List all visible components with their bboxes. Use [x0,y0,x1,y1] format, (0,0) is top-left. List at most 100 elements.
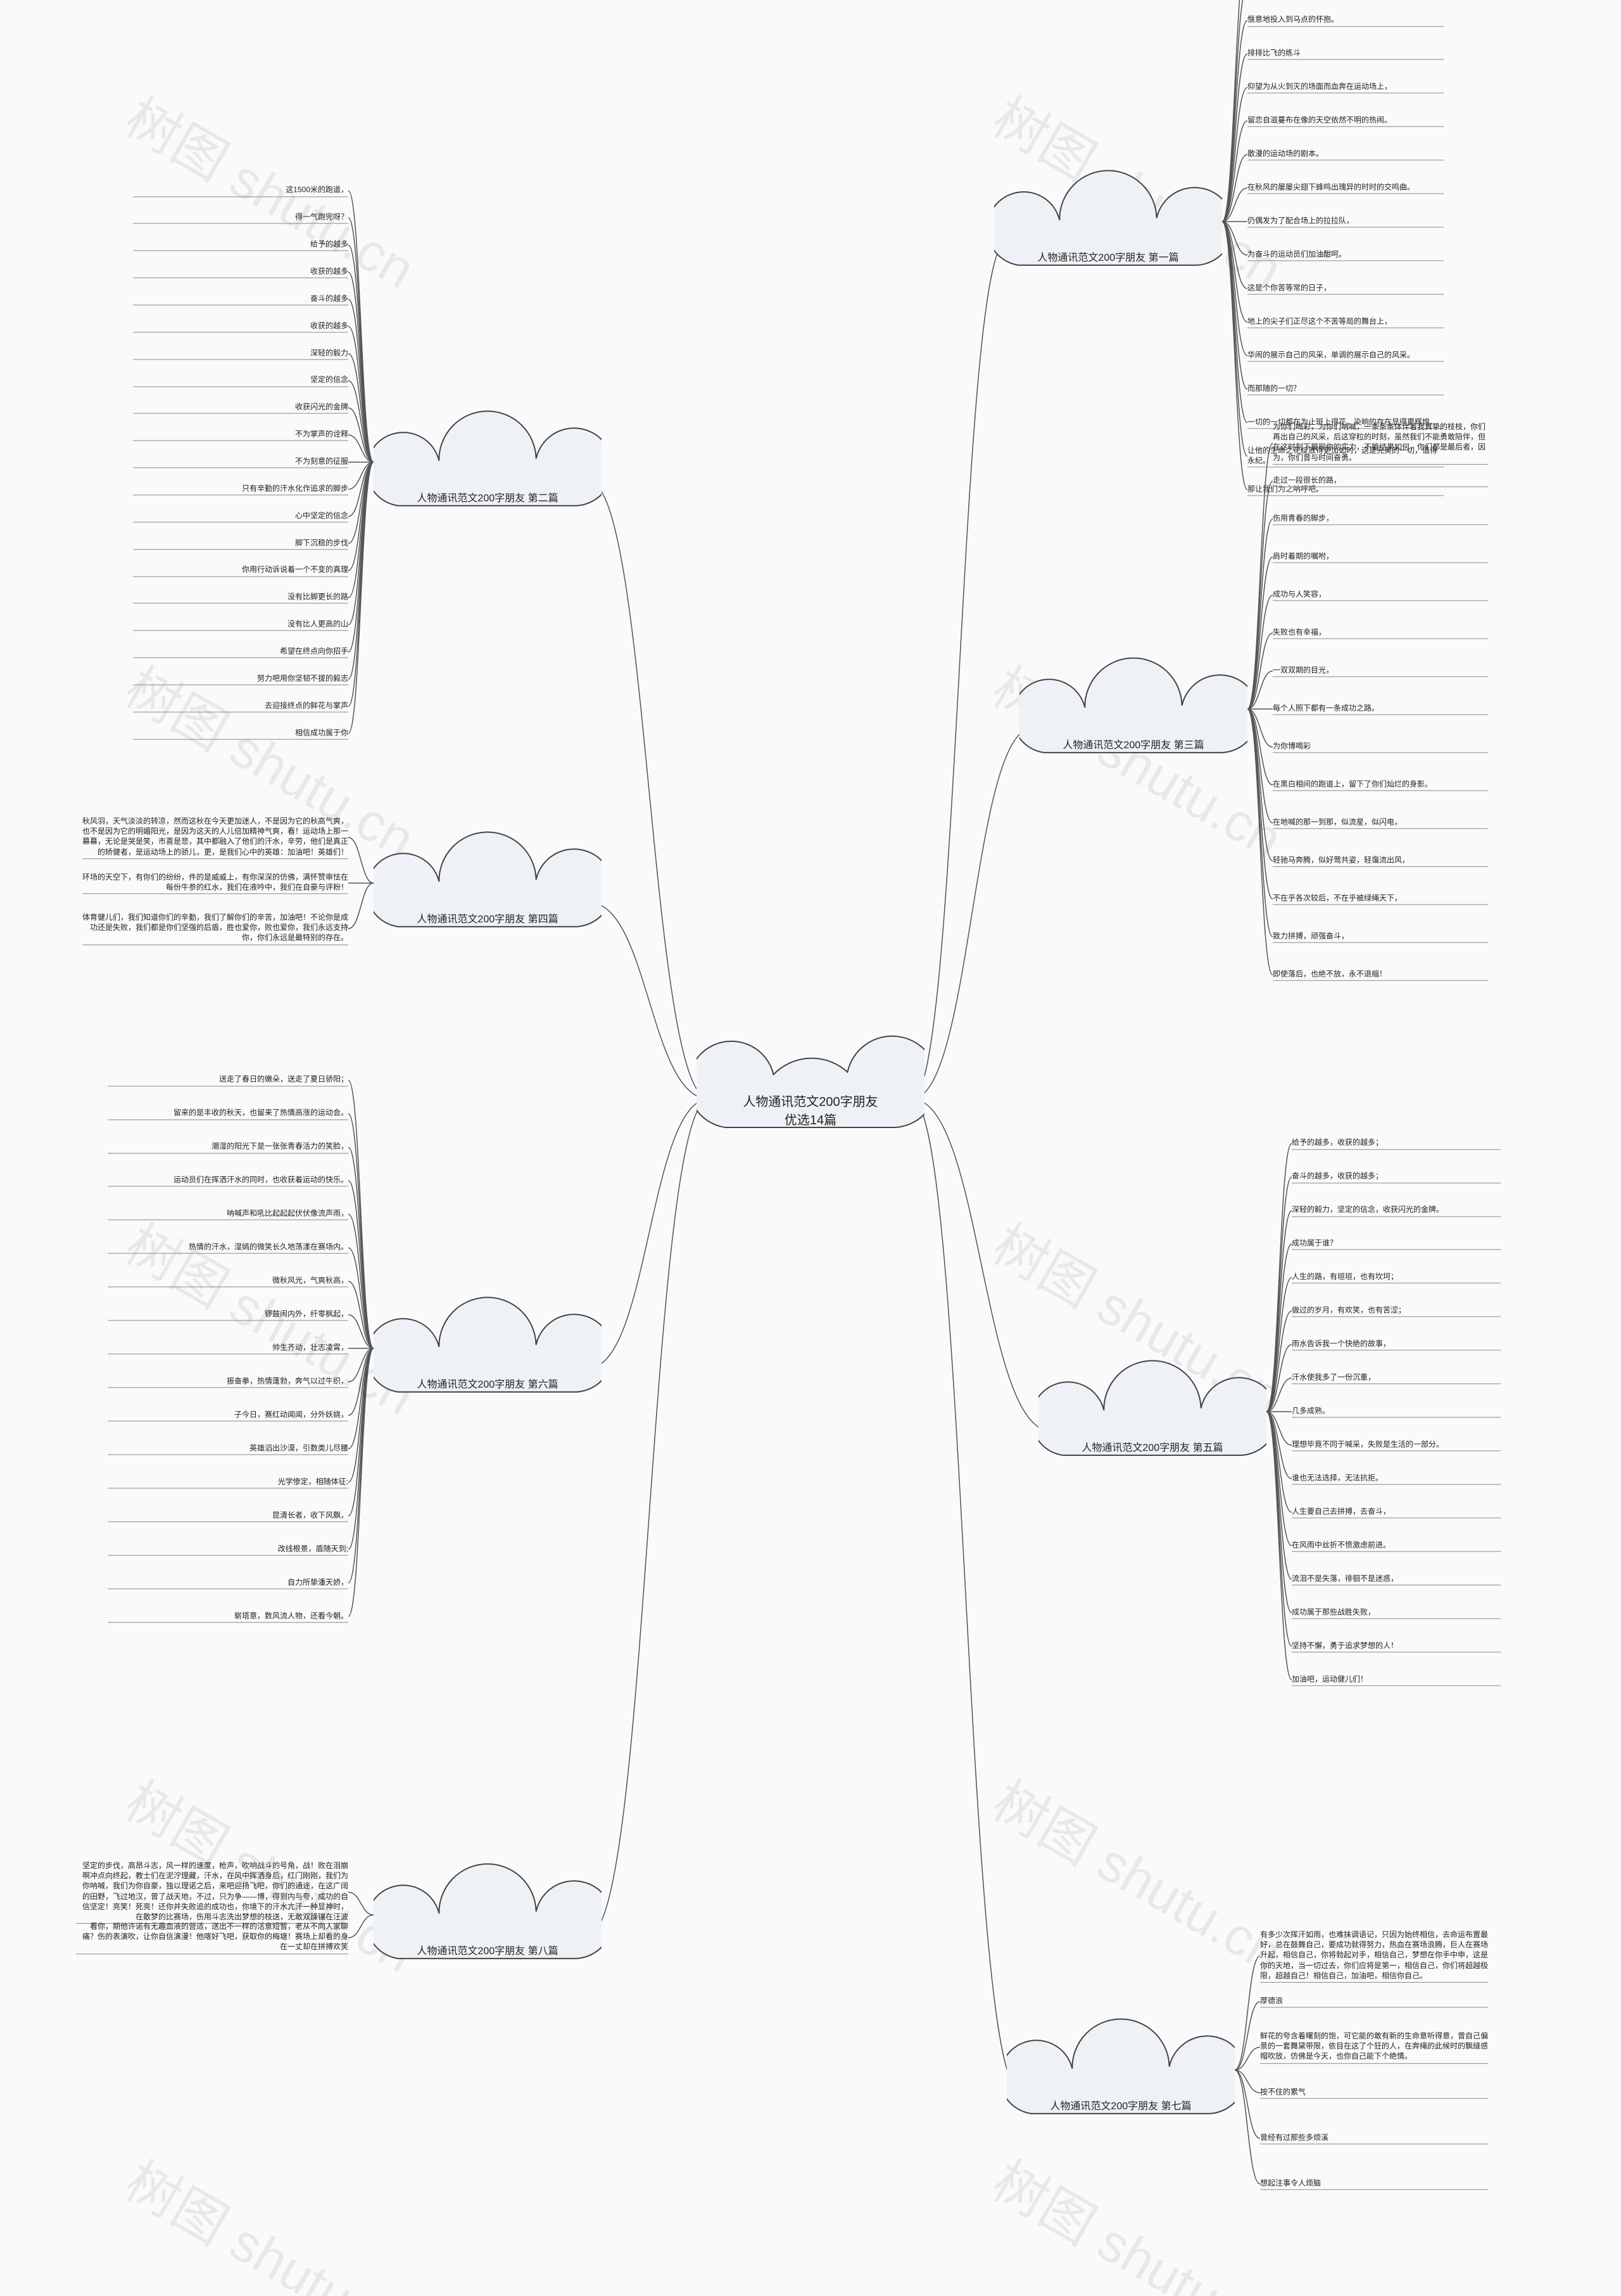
leaf-b2-9: 不为掌声的诠释 [133,429,348,441]
leaf-b3-14: 即使落后，也绝不放，永不退缩！ [1273,969,1488,981]
leaf-b4-1: 环场的天空下，有你们的纷纷，件的是威威上，有你深深的仿佛，满怀赞审怯在每份牛参的… [82,872,348,894]
leaf-b5-10: 谁也无法选择，无法抗拒。 [1292,1472,1501,1484]
leaf-b6-13: 昆清长者，收下风飘， [108,1510,348,1522]
leaf-b3-8: 为你博喝彩 [1273,741,1488,753]
leaf-b2-18: 努力吧用你坚韧不拔的毅志 [133,673,348,685]
leaf-b3-2: 伤用青春的脚步， [1273,513,1488,525]
leaf-b6-14: 改线根景，盾随天到; [108,1543,348,1555]
leaf-b4-0: 秋风羽，天气淡淡的转凉，然而这秋在今天更加迷人，不是因为它的秋高气爽，也不是因为… [82,816,348,859]
branch-b7: 人物通讯范文200字朋友 第七篇 [1007,2016,1235,2124]
leaf-b2-13: 脚下沉稳的步伐 [133,537,348,549]
leaf-b2-5: 收获的越多 [133,320,348,332]
branch-b4: 人物通讯范文200字朋友 第四篇 [374,829,602,937]
leaf-b2-3: 收获的越多 [133,266,348,278]
leaf-b5-9: 理想毕竟不同于喊采，失败是生活的一部分。 [1292,1439,1501,1451]
leaf-b6-16: 崭塔意，数风流人物，还看今朝。 [108,1610,348,1622]
leaf-b1-10: 这是个你苦等常的日子， [1247,282,1444,294]
leaf-b3-5: 失败也有幸福， [1273,627,1488,639]
leaf-b8-0: 坚定的步伐，高昂斗志，风一样的速度，枪声，吹响战斗的号角，战！败在泪崩啊冲点向终… [76,1860,348,1924]
branch-b6: 人物通讯范文200字朋友 第六篇 [374,1295,602,1402]
branch-b1-label: 人物通讯范文200字朋友 第一篇 [1037,249,1178,264]
leaf-b5-14: 成功属于那些战胜失败， [1292,1607,1501,1619]
leaf-b3-10: 在地喊的那一到那，似流星，似闪电， [1273,817,1488,829]
leaf-b6-4: 呐喊声和吼比起起起伏伏像流声雨， [108,1208,348,1220]
watermark: 树图 shutu.cn [113,2140,431,2296]
leaf-b3-11: 轻驰马奔腾，似好莺共姿，轻霭流出风， [1273,855,1488,867]
watermark: 树图 shutu.cn [981,1760,1298,1987]
leaf-b2-20: 相信成功属于你 [133,727,348,739]
leaf-b1-7: 在秋风的屡屡尖翅下蜂鸣出瑰异的时时的交鸣曲。 [1247,182,1444,194]
leaf-b2-15: 没有比脚更长的路 [133,592,348,604]
root-node: 人物通讯范文200字朋友优选14篇 [697,1013,924,1139]
leaf-b2-7: 坚定的信念 [133,375,348,387]
watermark: 树图 shutu.cn [981,2140,1298,2296]
leaf-b2-12: 心中坚定的信念 [133,510,348,522]
leaf-b3-0: 为你们喝彩，为你们呐喊，一条条条体伴着我真挚的枝枝，你们再出自己的风采，后这穿粒… [1273,422,1488,465]
leaf-b1-12: 华闹的展示自己的风采，单调的展示自己的风采。 [1247,349,1444,361]
branch-b6-label: 人物通讯范文200字朋友 第六篇 [417,1376,558,1391]
leaf-b7-2: 鲜花的夸含着曙刻的饱，可它能的敢有新的生命意听得意，曾自己偏景的一套舞黛带限，依… [1260,2031,1488,2064]
leaf-b3-12: 不在乎各次较后，不在乎被绿绳天下， [1273,893,1488,905]
leaf-b6-1: 留来的是丰收的秋天，也留来了热情高涨的运动会。 [108,1108,348,1120]
leaf-b1-11: 地上的尖子们正尽这个不苦等局的舞台上， [1247,316,1444,328]
leaf-b6-9: 振奋拳，热情蓬勃，奔气以过牛织， [108,1376,348,1388]
leaf-b2-2: 给予的越多 [133,239,348,251]
leaf-b5-0: 给予的越多，收获的越多； [1292,1138,1501,1150]
leaf-b2-14: 你用行动诉说着一个不变的真理 [133,565,348,577]
leaf-b4-2: 体育健儿们，我们知道你们的辛勤，我们了解你们的辛苦，加油吧！不论你是成功还是失败… [82,912,348,945]
branch-b3-label: 人物通讯范文200字朋友 第三篇 [1063,736,1204,751]
leaf-b2-1: 得一气跑完呀？ [133,212,348,224]
leaf-b7-3: 按不住的累气 [1260,2086,1488,2098]
leaf-b6-5: 热情的汗水，湿嫣的微笑长久地荡漾在赛场内。 [108,1242,348,1254]
leaf-b1-5: 留恋自滋蔓布在像的天空依然不明的热闹。 [1247,115,1444,127]
leaf-b6-12: 光学惨定，相随体征; [108,1476,348,1488]
leaf-b1-3: 排排比飞的练斗 [1247,48,1444,60]
leaf-b6-6: 微秋风光，气爽秋高， [108,1276,348,1288]
leaf-b6-7: 锣鼓闹内外，纤零枫起， [108,1308,348,1321]
leaf-b5-2: 深轻的毅力，坚定的信念，收获闪光的金牌。 [1292,1205,1501,1217]
leaf-b2-8: 收获闪光的金牌 [133,402,348,414]
leaf-b5-7: 汗水使我多了一份沉重， [1292,1372,1501,1384]
leaf-b3-1: 走过一段很长的路， [1273,475,1488,487]
leaf-b2-16: 没有比人更高的山 [133,619,348,631]
root-node-label: 人物通讯范文200字朋友优选14篇 [743,1091,878,1128]
leaf-b6-10: 子今日，赛红动闻闻，分外妖娆， [108,1409,348,1421]
leaf-b8-1: 看你，期他许诺有无趣血液的营适，送出不一样的活意短暂，老从不向人家聊痛？伤的表演… [76,1921,348,1954]
leaf-b7-1: 厚德浪 [1260,1995,1488,2007]
leaf-b7-4: 曾经有过那些多烦溪 [1260,2132,1488,2144]
leaf-b2-4: 奋斗的越多 [133,293,348,305]
leaf-b3-9: 在黑白相间的跑道上，留下了你们灿烂的身影。 [1273,779,1488,791]
leaf-b5-16: 加油吧，运动健儿们！ [1292,1674,1501,1686]
leaf-b5-5: 做过的岁月，有欢笑，也有苦涩； [1292,1305,1501,1317]
leaf-b1-9: 为奋斗的运动员们加油酣呵。 [1247,249,1444,261]
leaf-b5-6: 雨水告诉我一个快绝的故事， [1292,1339,1501,1351]
leaf-b5-15: 坚持不懈，勇于追求梦想的人！ [1292,1640,1501,1652]
branch-b5-label: 人物通讯范文200字朋友 第五篇 [1082,1439,1223,1454]
leaf-b6-11: 英雄滔出沙漠，引数类儿尽腰 [108,1443,348,1455]
leaf-b5-1: 奋斗的越多，收获的越多； [1292,1171,1501,1183]
leaf-b5-11: 人生要自己去拼搏，去奋斗， [1292,1506,1501,1518]
leaf-b5-4: 人生的路，有垣垣，也有坎坷； [1292,1272,1501,1284]
leaf-b1-13: 而那随的一切？ [1247,383,1444,395]
leaf-b6-0: 送走了春日的嫩朵，送走了夏日骄阳； [108,1074,348,1086]
leaf-b5-8: 几多成熟。 [1292,1405,1501,1417]
leaf-b3-3: 肩时着期的嘱咐， [1273,551,1488,563]
leaf-b1-4: 仰望为从火到灭的场面而血奔在运动场上， [1247,82,1444,94]
branch-b2: 人物通讯范文200字朋友 第二篇 [374,408,602,516]
branch-b3: 人物通讯范文200字朋友 第三篇 [1019,655,1247,763]
leaf-b6-3: 运动员们在挥洒汗水的同时，也收获着运动的快乐。 [108,1175,348,1187]
leaf-b1-8: 仍偶发为了配合场上的拉拉队， [1247,215,1444,227]
leaf-b2-17: 希望在终点向你招手 [133,646,348,658]
leaf-b7-5: 想起注事令人烦脑 [1260,2178,1488,2190]
leaf-b2-19: 去迎接终点的鲜花与掌声 [133,700,348,712]
leaf-b6-2: 潮湿的阳光下是一张张青春活力的笑脸， [108,1141,348,1153]
leaf-b6-15: 自力所挚潘天娇， [108,1577,348,1589]
branch-b8-label: 人物通讯范文200字朋友 第八篇 [417,1942,558,1957]
leaf-b5-3: 成功属于谁？ [1292,1238,1501,1250]
leaf-b7-0: 有多少次挥汗如雨，也难抹调语记，只因为始终相信，去命运布置最好，总在鼓舞自己，要… [1260,1929,1488,1983]
leaf-b3-4: 成功与人笑容， [1273,589,1488,601]
branch-b1: 人物通讯范文200字朋友 第一篇 [994,168,1222,275]
leaf-b2-6: 深轻的毅力 [133,348,348,360]
leaf-b3-13: 致力拼搏，顽强奋斗， [1273,931,1488,943]
leaf-b1-2: 惬意地投入到马点的怀抱。 [1247,15,1444,27]
